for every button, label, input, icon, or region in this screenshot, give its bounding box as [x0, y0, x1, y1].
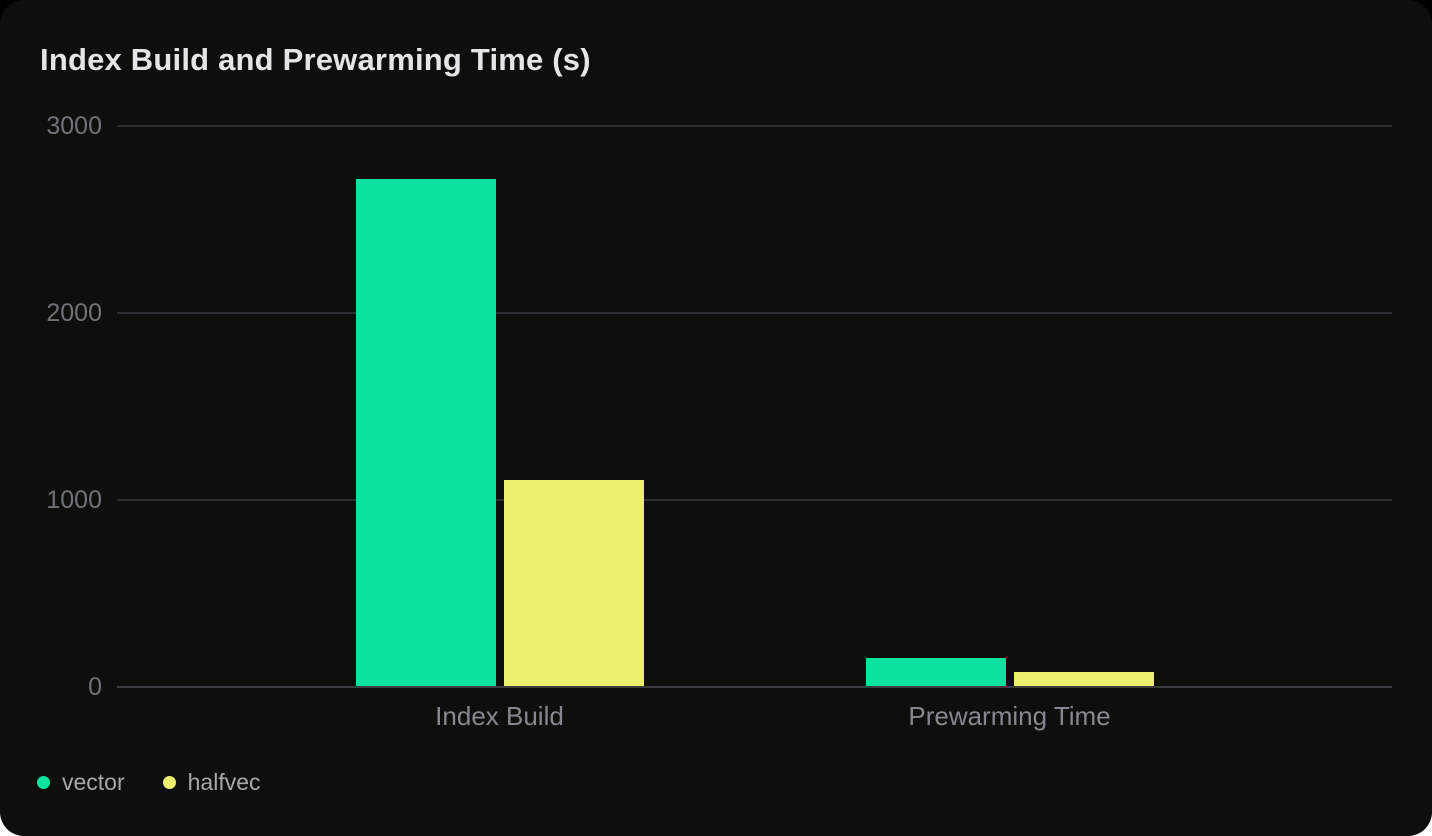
bar-vector-index-build [355, 178, 496, 687]
legend-dot-vector-icon [37, 776, 50, 789]
x-category-label-prewarming-time: Prewarming Time [908, 701, 1111, 731]
chart-title: Index Build and Prewarming Time (s) [40, 42, 591, 77]
y-tick-label-2000: 2000 [46, 298, 102, 327]
gridline-2000 [117, 311, 1392, 314]
gridline-1000 [117, 498, 1392, 501]
gridline-3000 [117, 124, 1392, 127]
y-tick-label-0: 0 [88, 672, 102, 701]
legend-item-vector[interactable]: vector [37, 769, 125, 796]
gridline-0 [117, 685, 1392, 688]
bar-halfvec-index-build [503, 480, 644, 687]
legend-label-vector: vector [62, 769, 125, 795]
x-category-label-index-build: Index Build [435, 701, 564, 731]
bar-vector-prewarming-time [865, 657, 1006, 687]
legend-label-halfvec: halfvec [187, 769, 261, 795]
y-tick-label-1000: 1000 [46, 485, 102, 514]
bar-halfvec-prewarming-time [1013, 672, 1154, 687]
y-tick-label-3000: 3000 [46, 111, 102, 140]
legend-dot-halfvec-icon [162, 776, 176, 789]
legend: vector halfvec [37, 769, 261, 796]
legend-item-halfvec[interactable]: halfvec [162, 769, 261, 796]
